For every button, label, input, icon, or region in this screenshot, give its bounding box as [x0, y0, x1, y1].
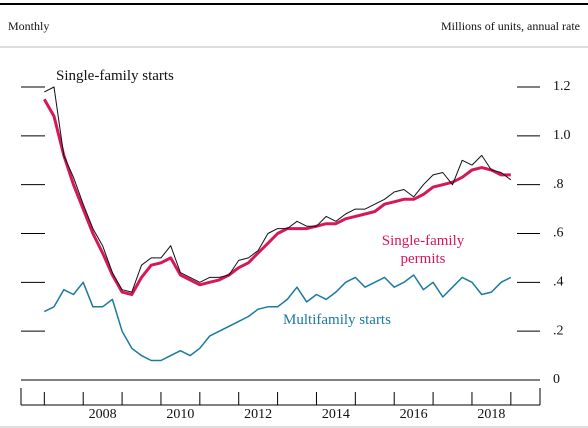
unit-label: Millions of units, annual rate: [441, 19, 580, 33]
x-tick-label: 2014: [322, 407, 350, 422]
series-label: Single-family starts: [56, 68, 174, 84]
y-tick-label: 0: [553, 372, 560, 387]
x-tick-label: 2012: [244, 407, 272, 422]
x-tick-label: 2008: [89, 407, 117, 422]
y-tick-label: 1.0: [553, 128, 571, 143]
series-label: Multifamily starts: [283, 312, 391, 328]
frequency-label: Monthly: [8, 19, 49, 33]
x-tick-label: 2016: [400, 407, 428, 422]
series-line: [42, 98, 511, 296]
y-tick-label: .2: [553, 323, 564, 338]
series-label: Single-family permits: [381, 233, 465, 267]
series-line: [43, 274, 512, 362]
x-tick-label: 2010: [166, 407, 194, 422]
y-tick-label: .4: [553, 275, 564, 290]
y-tick-label: .6: [553, 226, 564, 241]
series-line: [44, 86, 512, 293]
y-tick-label: .8: [553, 177, 564, 192]
x-tick-label: 2018: [477, 407, 505, 422]
y-tick-label: 1.2: [553, 79, 571, 94]
